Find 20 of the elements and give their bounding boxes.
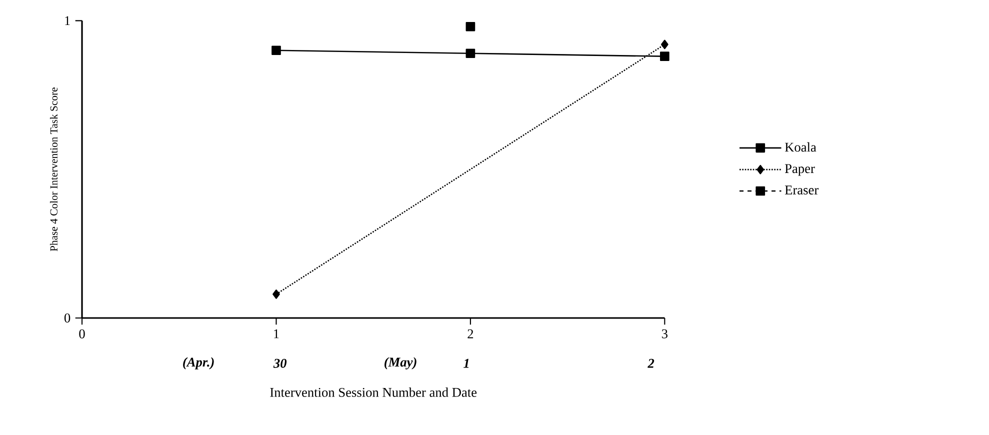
x-tick-label: 3 — [662, 329, 668, 338]
point — [660, 52, 670, 62]
point — [272, 46, 281, 56]
text: 30 — [273, 358, 287, 368]
text: 1 — [464, 358, 469, 368]
point — [466, 48, 476, 58]
text: (Apr.) — [183, 357, 214, 370]
x-tick-label: 0 — [79, 329, 85, 338]
point — [661, 40, 668, 50]
text: 2 — [648, 358, 654, 368]
x-tick-label: 2 — [468, 329, 474, 338]
legend-label: Eraser — [784, 186, 819, 194]
text: (May) — [384, 357, 416, 370]
y-axis-title: Phase 4 Color Intervention Task Score — [50, 88, 58, 252]
legend-label: Koala — [784, 142, 816, 152]
point — [466, 22, 476, 32]
x-axis-title: Intervention Session Number and Date — [270, 388, 477, 397]
legend-label: Paper — [784, 164, 815, 176]
x-tick-label: 1 — [274, 329, 279, 338]
point — [272, 290, 280, 299]
